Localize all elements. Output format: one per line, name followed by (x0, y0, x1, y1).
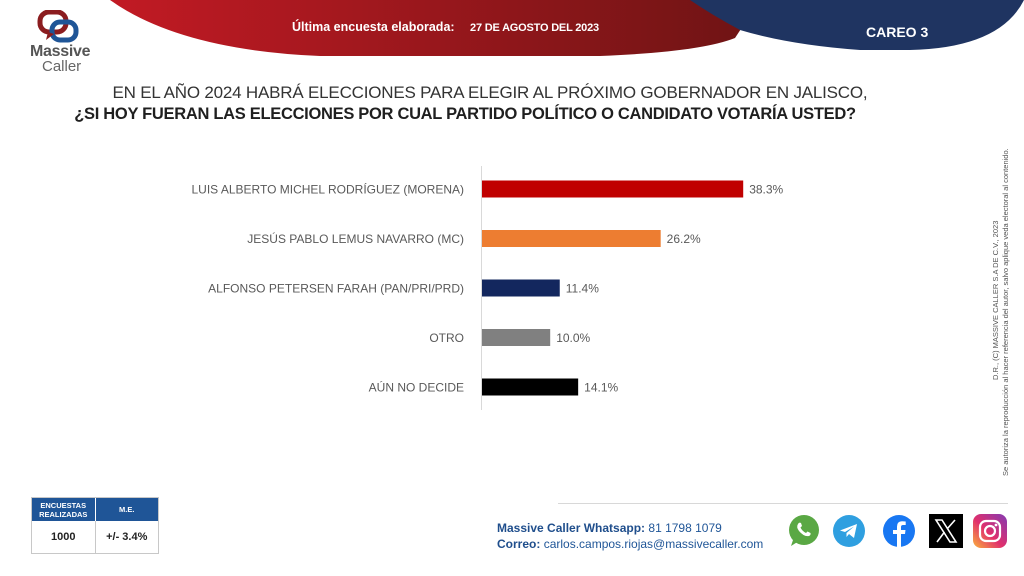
last-survey-info: Última encuesta elaborada: 27 DE AGOSTO … (292, 20, 599, 34)
last-survey-label: Última encuesta elaborada: (292, 20, 455, 34)
bar (482, 230, 661, 247)
email-link[interactable]: carlos.campos.riojas@massivecaller.com (543, 537, 764, 551)
value-label: 38.3% (749, 183, 783, 197)
whatsapp-label: Massive Caller Whatsapp: (497, 521, 646, 535)
x-icon[interactable] (929, 514, 963, 548)
bar (482, 378, 579, 396)
reproduction-notice: Se autoriza la reproducción al hacer ref… (1001, 148, 1010, 476)
footer-divider (558, 503, 1008, 504)
margin-error-header: M.E. (119, 505, 135, 514)
contact-info: Massive Caller Whatsapp: 81 1798 1079 Co… (497, 520, 763, 552)
category-label: JESÚS PABLO LEMUS NAVARRO (MC) (247, 231, 464, 246)
category-label: LUIS ALBERTO MICHEL RODRÍGUEZ (MORENA) (192, 182, 465, 197)
value-label: 14.1% (584, 381, 618, 395)
copyright-notice: D.R., (C) MASSIVE CALLER S.A DE C.V., 20… (985, 118, 1013, 478)
logo-text-massive: Massive (30, 43, 91, 60)
value-label: 10.0% (556, 331, 590, 345)
last-survey-date: 27 DE AGOSTO DEL 2023 (470, 22, 599, 34)
category-label: AÚN NO DECIDE (369, 380, 464, 395)
question-title: ¿SI HOY FUERAN LAS ELECCIONES POR CUAL P… (74, 105, 856, 123)
telegram-icon[interactable] (832, 514, 866, 548)
bar (482, 279, 560, 297)
question-intro: EN EL AÑO 2024 HABRÁ ELECCIONES PARA ELE… (112, 83, 868, 102)
whatsapp-number[interactable]: 81 1798 1079 (648, 521, 722, 535)
navy-swoosh (690, 0, 1024, 50)
surveys-header: ENCUESTAS REALIZADAS (32, 498, 96, 521)
category-label: OTRO (429, 331, 464, 345)
copyright-line: D.R., (C) MASSIVE CALLER S.A DE C.V., 20… (991, 220, 1000, 380)
bar (482, 329, 551, 346)
surveys-value: 1000 (32, 521, 96, 553)
margin-error-value: +/- 3.4% (106, 531, 148, 543)
bar (482, 180, 744, 198)
massive-caller-logo-icon (37, 10, 79, 43)
facebook-icon[interactable] (882, 514, 916, 548)
whatsapp-icon[interactable] (787, 514, 821, 548)
value-label: 26.2% (667, 232, 701, 246)
category-label: ALFONSO PETERSEN FARAH (PAN/PRI/PRD) (208, 282, 464, 296)
logo-text-caller: Caller (42, 58, 82, 75)
email-label: Correo: (497, 537, 541, 551)
careo-badge: CAREO 3 (866, 24, 929, 40)
red-swoosh (110, 0, 760, 56)
stats-table: ENCUESTAS REALIZADAS M.E. 1000 +/- 3.4% (31, 497, 159, 554)
value-label: 11.4% (566, 282, 599, 296)
instagram-icon[interactable] (973, 514, 1007, 548)
